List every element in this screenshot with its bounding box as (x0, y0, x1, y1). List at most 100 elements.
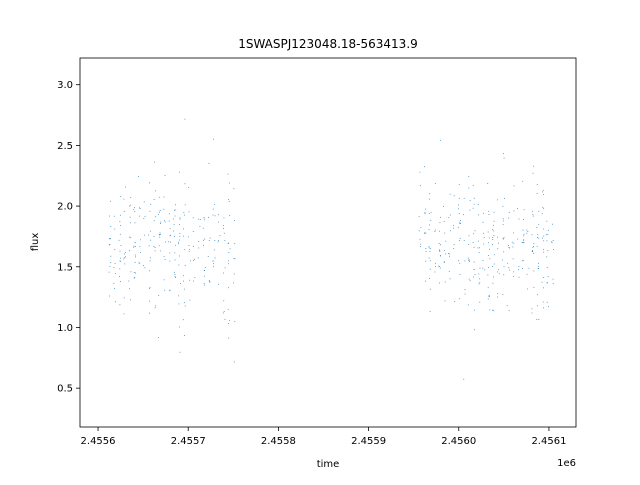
data-point (159, 250, 161, 252)
data-point (184, 249, 186, 251)
data-point (498, 273, 500, 275)
data-point (439, 250, 441, 252)
data-point (425, 260, 427, 262)
data-point (438, 265, 440, 267)
data-point (492, 228, 494, 230)
data-point (214, 240, 216, 242)
data-point (179, 239, 181, 241)
data-point (536, 183, 538, 185)
data-point (174, 215, 176, 217)
data-point (188, 245, 190, 246)
data-point (521, 242, 523, 244)
data-point (149, 288, 150, 289)
data-point (153, 199, 155, 200)
data-point (119, 260, 121, 262)
data-point (532, 172, 534, 174)
data-point (228, 337, 230, 339)
data-point (158, 214, 159, 215)
data-point (183, 302, 185, 304)
data-point (536, 245, 538, 247)
y-tick-label: 0.5 (57, 384, 73, 395)
data-point (174, 259, 176, 261)
data-point (209, 281, 211, 283)
data-point (504, 198, 505, 200)
data-point (170, 234, 171, 236)
data-point (438, 243, 440, 244)
data-point (517, 208, 518, 209)
data-point (179, 326, 181, 328)
data-point (120, 281, 121, 283)
data-point (109, 244, 111, 246)
data-point (119, 250, 121, 252)
data-point (108, 271, 110, 273)
data-point (184, 335, 185, 336)
data-point (459, 240, 461, 241)
data-point (133, 246, 135, 248)
data-point (108, 244, 110, 246)
data-point (518, 266, 520, 267)
data-point (430, 220, 432, 222)
data-point (538, 268, 539, 270)
data-point (158, 295, 160, 296)
data-point (488, 295, 490, 297)
data-point (484, 269, 486, 271)
data-point (208, 216, 209, 218)
data-point (523, 233, 525, 235)
data-point (543, 194, 544, 195)
data-point (425, 248, 427, 249)
data-point (203, 245, 204, 247)
data-point (425, 251, 427, 252)
data-point (508, 217, 510, 219)
data-point (508, 246, 510, 248)
data-point (173, 218, 174, 220)
data-point (184, 305, 186, 307)
data-point (204, 284, 206, 286)
data-point (149, 210, 151, 212)
data-point (199, 219, 201, 220)
data-point (542, 237, 543, 239)
data-point (488, 267, 489, 268)
data-point (543, 277, 545, 278)
data-point (428, 257, 430, 259)
data-point (134, 207, 135, 209)
data-point (429, 311, 431, 312)
data-point (543, 307, 544, 309)
data-point (149, 257, 151, 259)
data-point (183, 288, 185, 290)
data-point (227, 173, 229, 175)
data-point (523, 235, 525, 237)
data-point (428, 229, 430, 230)
data-point (129, 236, 130, 238)
data-point (474, 329, 475, 331)
data-point (164, 220, 165, 222)
data-point (159, 223, 161, 224)
data-point (444, 300, 446, 302)
data-point (458, 197, 460, 199)
data-point (492, 224, 494, 226)
data-point (531, 308, 533, 310)
data-point (150, 230, 151, 232)
data-point (134, 262, 136, 263)
data-point (420, 227, 422, 228)
data-point (493, 235, 495, 237)
data-point (218, 283, 219, 285)
data-point (179, 224, 180, 225)
data-point (478, 252, 480, 254)
data-point (503, 274, 505, 276)
data-point (425, 208, 426, 210)
data-point (522, 239, 524, 241)
data-point (144, 234, 146, 236)
data-point (532, 210, 534, 212)
data-point (420, 243, 422, 245)
data-point (552, 240, 554, 241)
data-point (110, 255, 112, 257)
data-point (182, 319, 184, 321)
data-point (208, 280, 210, 282)
data-point (160, 221, 162, 223)
data-point (138, 176, 140, 177)
data-point (204, 270, 205, 272)
data-point (546, 267, 548, 268)
data-point (508, 310, 510, 312)
data-point (509, 269, 510, 271)
data-point (177, 243, 179, 245)
